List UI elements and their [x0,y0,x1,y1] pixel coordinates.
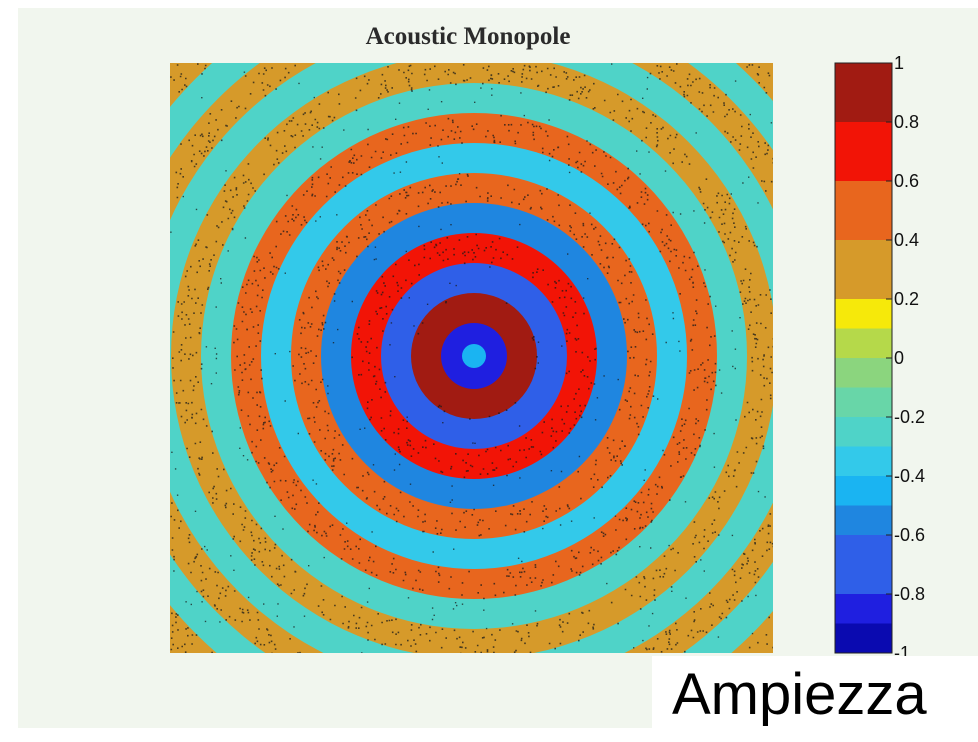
colorbar: 10.80.60.40.20-0.2-0.4-0.6-0.8-1 [834,53,925,663]
colorbar-band [835,240,892,300]
colorbar-band [835,446,892,477]
colorbar-band [835,181,892,241]
field-core [462,344,486,368]
colorbar-band [835,358,892,388]
colorbar-band [835,387,892,418]
colorbar-band [835,417,892,447]
colorbar-tick-label: -0.6 [894,525,925,545]
colorbar-band [835,594,892,624]
chart-title: Acoustic Monopole [366,23,571,50]
caption-label: Ampiezza [672,662,927,727]
colorbar-band [835,476,892,506]
caption-box: Ampiezza [652,656,978,742]
colorbar-tick-label: -0.4 [894,466,925,486]
colorbar-band [835,63,892,123]
colorbar-tick-label: 0.4 [894,230,919,250]
colorbar-band [835,328,892,359]
ring-group [170,63,773,653]
colorbar-band [835,623,892,654]
colorbar-band [835,505,892,536]
colorbar-tick-label: 0.6 [894,171,919,191]
figure-panel: Acoustic Monopole 1 0.8 0.6 0.4 0.2 0 -0.2 -0.4… [18,8,978,728]
plot-area [170,63,773,653]
colorbar-band [835,122,892,182]
colorbar-tick-label: 0.8 [894,112,919,132]
colorbar-tick-label: 0 [894,348,904,368]
colorbar-ticks: 10.80.60.40.20-0.2-0.4-0.6-0.8-1 [886,53,925,663]
chart-svg: Acoustic Monopole 1 0.8 0.6 0.4 0.2 0 -0.2 -0.4… [170,23,925,663]
colorbar-tick-label: 1 [894,53,904,73]
colorbar-tick-label: -0.8 [894,584,925,604]
colorbar-band [835,535,892,595]
colorbar-tick-label: -0.2 [894,407,925,427]
colorbar-tick-label: 0.2 [894,289,919,309]
colorbar-band [835,299,892,329]
colorbar-bands [835,63,892,654]
